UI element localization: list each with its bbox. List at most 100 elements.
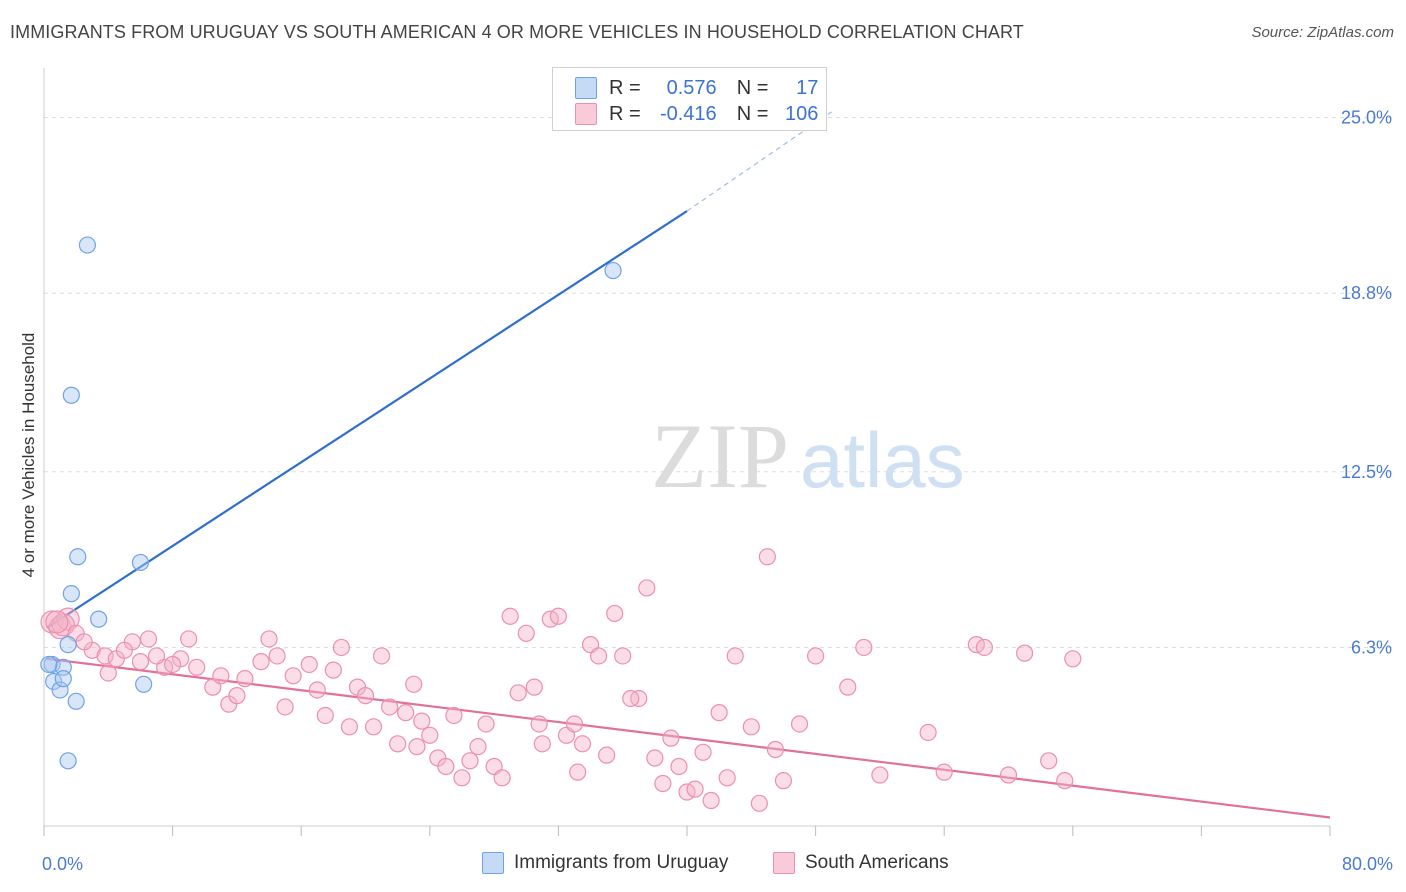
south-americans-point (975, 638, 993, 657)
south-americans-point (509, 684, 527, 702)
uruguay-point (54, 670, 72, 688)
south-americans-point (606, 604, 624, 623)
r-value-south-americans: -0.416 (659, 102, 717, 125)
south-americans-point (871, 766, 889, 784)
uruguay-trend-line (46, 210, 688, 629)
south-americans-point (790, 715, 809, 733)
south-americans-point (212, 667, 230, 685)
south-americans-point (742, 718, 760, 736)
south-americans-point (276, 698, 294, 716)
x-tick-label-min: 0.0% (42, 854, 83, 874)
south-americans-point (919, 723, 937, 742)
legend-item-south-americans: South Americans (773, 852, 949, 874)
y-tick-label: 12.5% (1341, 462, 1392, 482)
south-americans-point (381, 698, 399, 716)
south-americans-point (493, 769, 511, 787)
legend-row-south-americans: R = -0.416 N = 106 (575, 102, 818, 126)
uruguay-point (59, 636, 77, 654)
watermark-zip: ZIP (651, 405, 789, 507)
south-americans-point (766, 740, 785, 759)
uruguay-legend-label: Immigrants from Uruguay (514, 852, 729, 873)
south-americans-point (670, 757, 688, 776)
south-americans-point (188, 658, 206, 676)
south-americans-point (589, 647, 608, 665)
uruguay-point (62, 386, 80, 404)
x-tick-label-max: 80.0% (1342, 854, 1393, 874)
south-americans-point (139, 630, 158, 648)
south-americans-point (702, 791, 720, 810)
south-americans-point (686, 780, 704, 798)
y-tick-label: 6.3% (1351, 637, 1392, 657)
south-americans-point (96, 647, 114, 665)
correlation-legend: R = 0.576 N = 17 R = -0.416 N = 106 (552, 67, 827, 131)
south-americans-point (115, 641, 133, 659)
south-americans-point (718, 769, 736, 787)
south-americans-point (252, 653, 270, 671)
south-americans-point (774, 772, 793, 790)
legend-row-uruguay: R = 0.576 N = 17 (575, 76, 818, 100)
south-americans-point (180, 630, 198, 648)
south-americans-point (332, 638, 350, 657)
south-americans-point (445, 706, 463, 725)
uruguay-point (62, 585, 80, 603)
south-americans-point (477, 715, 495, 733)
uruguay-point (604, 261, 622, 280)
chart-title: IMMIGRANTS FROM URUGUAY VS SOUTH AMERICA… (10, 22, 1024, 42)
uruguay-point (51, 681, 69, 699)
south-americans-point (569, 763, 587, 781)
south-americans-point (839, 678, 857, 696)
south-americans-point (408, 738, 426, 756)
south-americans-legend-swatch (773, 852, 795, 874)
uruguay-point (67, 692, 85, 710)
south-americans-point (750, 794, 768, 812)
south-americans-point (726, 647, 744, 665)
south-americans-point (356, 687, 375, 705)
south-americans-point (300, 655, 318, 674)
south-americans-point (437, 757, 455, 776)
south-americans-legend-label: South Americans (805, 852, 949, 873)
uruguay-point (69, 548, 87, 566)
south-americans-point (45, 610, 69, 634)
y-tick-label: 18.8% (1341, 283, 1392, 303)
r-label: R = (609, 102, 641, 125)
south-americans-point (1040, 752, 1058, 770)
south-americans-trend-line (47, 657, 1331, 819)
south-americans-point (598, 746, 616, 764)
source-credit: Source: ZipAtlas.com (1251, 24, 1394, 41)
uruguay-swatch (575, 77, 597, 99)
south-americans-point (935, 763, 953, 781)
south-americans-point (758, 548, 776, 566)
south-americans-point (421, 726, 439, 744)
south-americans-swatch (575, 103, 597, 125)
south-americans-point (75, 633, 93, 651)
south-americans-point (413, 712, 431, 730)
south-americans-point (228, 687, 246, 705)
uruguay-legend-swatch (482, 852, 504, 874)
south-americans-point (284, 667, 302, 685)
south-americans-point (324, 661, 342, 679)
south-americans-point (614, 647, 632, 665)
n-label: N = (736, 102, 769, 125)
south-americans-point (236, 670, 254, 688)
south-americans-point (525, 678, 543, 696)
south-americans-point (565, 715, 584, 733)
south-americans-point (855, 638, 873, 657)
south-americans-point (549, 607, 568, 625)
south-americans-point (99, 664, 117, 682)
south-americans-point (260, 630, 278, 648)
south-americans-point (806, 647, 825, 665)
south-americans-point (501, 607, 519, 625)
watermark-atlas: atlas (800, 416, 965, 504)
south-americans-point (710, 704, 728, 722)
south-americans-point (638, 579, 656, 597)
south-americans-point (340, 718, 359, 736)
y-axis-label: 4 or more Vehicles in Household (19, 333, 38, 578)
south-americans-point (405, 675, 423, 693)
data-points (40, 236, 1082, 812)
south-americans-point (131, 653, 150, 671)
south-americans-point (453, 769, 471, 787)
south-americans-point (662, 729, 680, 747)
grid-lines (44, 117, 1392, 648)
n-label: N = (736, 76, 769, 99)
